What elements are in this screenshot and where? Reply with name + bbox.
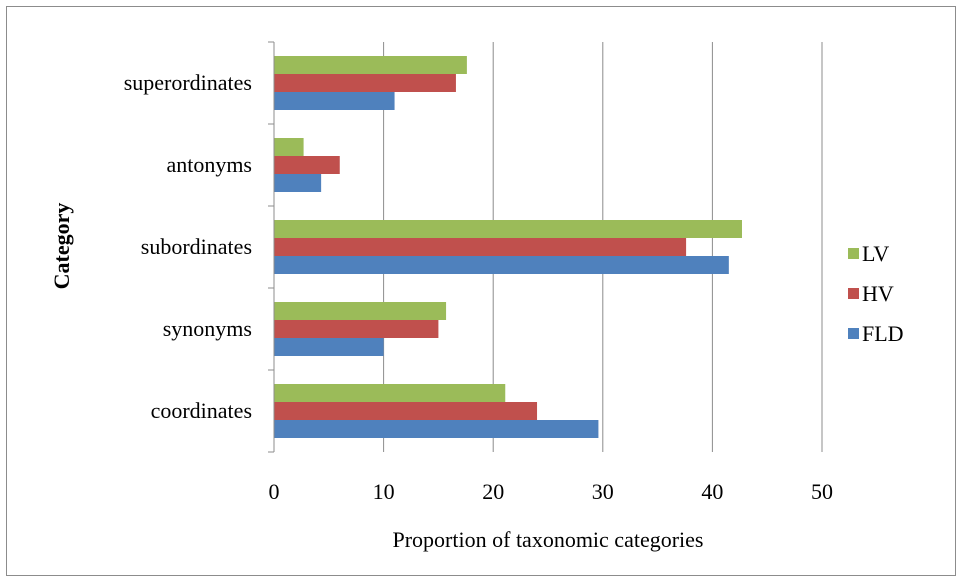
bar-subordinates-lv — [274, 220, 742, 238]
category-label-antonyms: antonyms — [166, 152, 252, 177]
axes — [268, 41, 275, 453]
bar-antonyms-hv — [274, 156, 340, 174]
y-axis-title: Category — [49, 203, 74, 290]
bar-subordinates-fld — [274, 256, 729, 274]
legend-swatch-lv — [848, 248, 859, 259]
bar-antonyms-lv — [274, 138, 304, 156]
category-label-coordinates: coordinates — [151, 398, 252, 423]
bar-superordinates-fld — [274, 92, 395, 110]
chart-frame — [6, 6, 956, 576]
bar-synonyms-hv — [274, 320, 439, 338]
legend-label-hv: HV — [862, 281, 894, 306]
legend-swatch-hv — [848, 288, 859, 299]
x-axis-title: Proportion of taxonomic categories — [393, 527, 704, 552]
x-tick-label-20: 20 — [482, 479, 504, 504]
legend: LV HV FLD — [848, 241, 904, 346]
legend-label-fld: FLD — [862, 321, 904, 346]
bars — [274, 56, 742, 438]
category-label-superordinates: superordinates — [124, 70, 252, 95]
bar-synonyms-fld — [274, 338, 384, 356]
category-label-synonyms: synonyms — [163, 316, 252, 341]
bar-coordinates-hv — [274, 402, 538, 420]
bar-superordinates-lv — [274, 56, 467, 74]
x-tick-label-50: 50 — [811, 479, 833, 504]
x-tick-label-10: 10 — [373, 479, 395, 504]
x-tick-label-30: 30 — [592, 479, 614, 504]
x-tick-label-40: 40 — [701, 479, 723, 504]
x-tick-labels: 0 10 20 30 40 50 — [269, 479, 834, 504]
bar-coordinates-lv — [274, 384, 506, 402]
bar-subordinates-hv — [274, 238, 687, 256]
bar-superordinates-hv — [274, 74, 456, 92]
bar-coordinates-fld — [274, 420, 599, 438]
x-tick-label-0: 0 — [269, 479, 280, 504]
bar-antonyms-fld — [274, 174, 322, 192]
category-labels: coordinates synonyms subordinates antonyms s… — [124, 70, 252, 423]
category-label-subordinates: subordinates — [141, 234, 252, 259]
legend-swatch-fld — [848, 328, 859, 339]
legend-label-lv: LV — [862, 241, 889, 266]
bar-synonyms-lv — [274, 302, 447, 320]
